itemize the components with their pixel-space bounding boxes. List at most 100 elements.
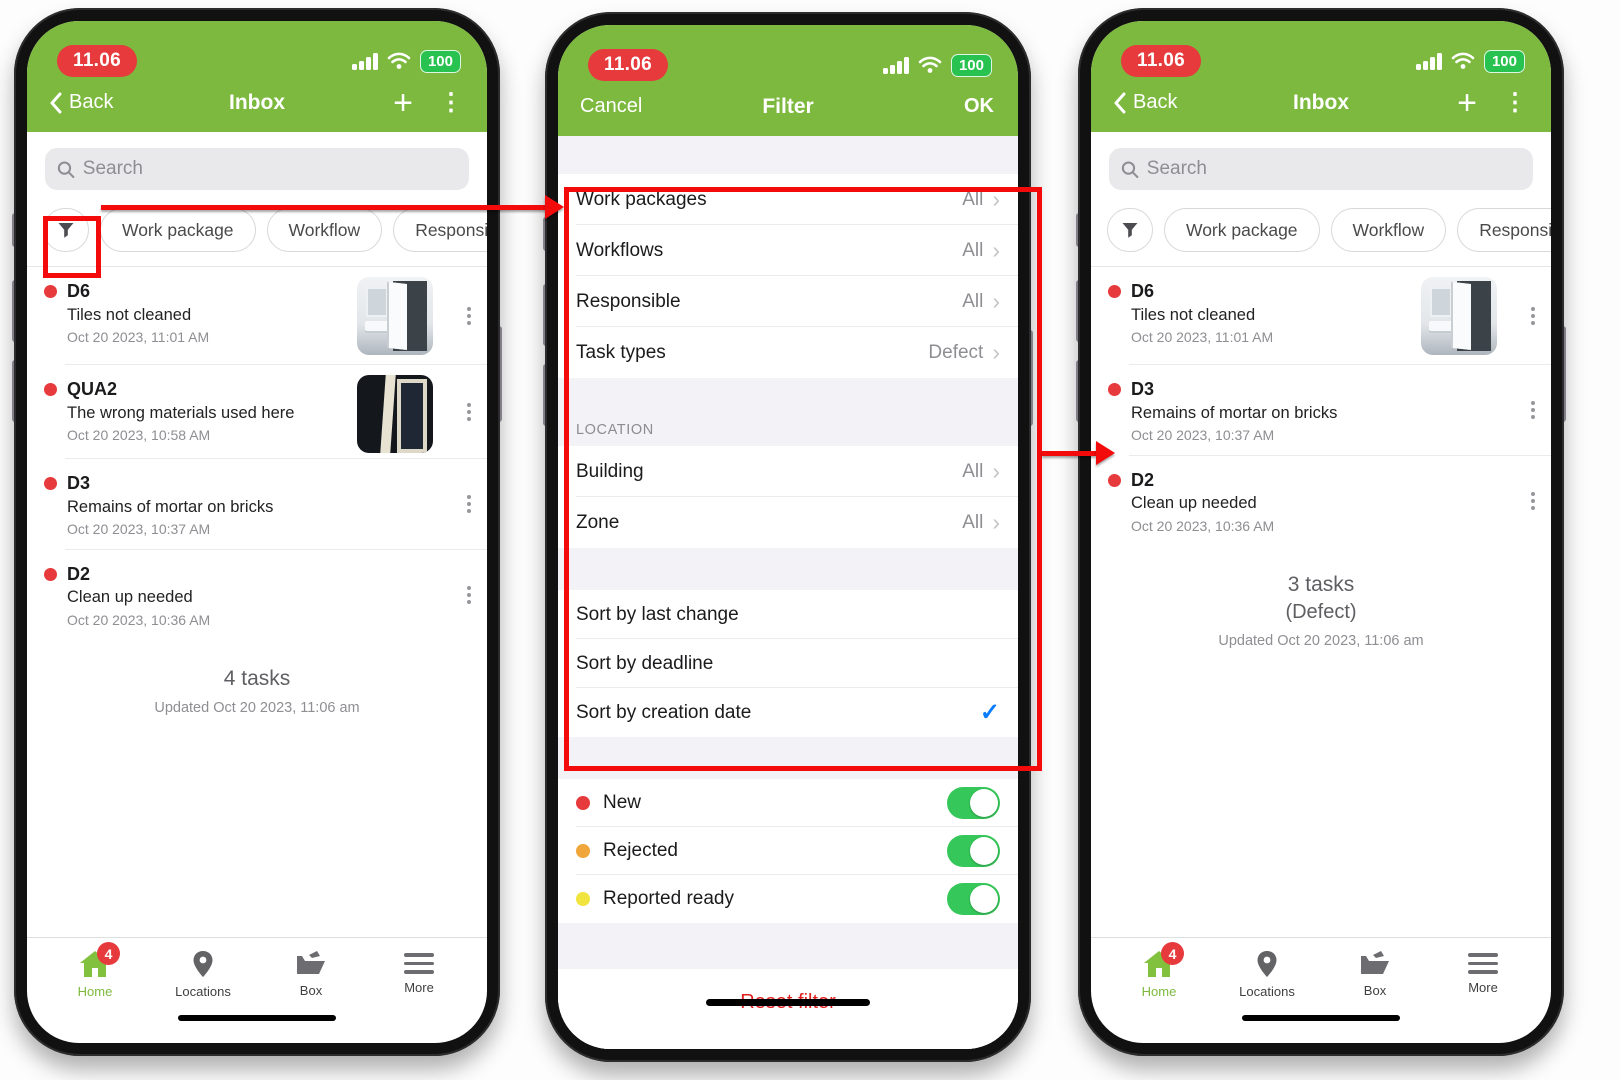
tab-label: Box [299, 983, 323, 998]
annotation-arrow-1-head [545, 195, 564, 219]
tab-more[interactable]: More [377, 950, 461, 999]
tab-label: More [1468, 979, 1498, 995]
status-dot-new [44, 285, 57, 298]
toggle-row-rejected: Rejected [558, 827, 1018, 875]
search-field[interactable] [1146, 158, 1521, 180]
map-pin-icon [1257, 951, 1277, 977]
filter-row-task-types[interactable]: Task types Defect › [558, 327, 1018, 378]
task-row-d6[interactable]: D6 Tiles not cleaned Oct 20 2023, 11:01 … [1091, 267, 1551, 365]
tab-home[interactable]: 4 Home [1117, 942, 1201, 999]
task-menu-button[interactable] [467, 586, 471, 605]
toggle-new[interactable] [947, 787, 1000, 819]
chip-responsible[interactable]: Responsible [1457, 208, 1551, 252]
toggle-row-new: New [558, 779, 1018, 827]
task-title: Clean up needed [1131, 494, 1257, 513]
tab-locations[interactable]: Locations [161, 950, 245, 999]
status-time: 11.06 [57, 45, 137, 77]
search-field[interactable] [82, 158, 457, 180]
filter-row-work-packages[interactable]: Work packages All › [558, 174, 1018, 225]
filter-form: Work packages All › Workflows All › [558, 136, 1018, 1049]
task-date: Oct 20 2023, 11:01 AM [67, 328, 210, 345]
filter-chips-row: Work package Workflow Responsible [27, 200, 487, 267]
ok-button[interactable]: OK [964, 95, 994, 117]
add-task-button[interactable]: + [393, 83, 413, 122]
task-date: Oct 20 2023, 10:36 AM [67, 611, 211, 628]
row-label: Workflows [576, 239, 664, 261]
cancel-button[interactable]: Cancel [580, 95, 643, 117]
task-code: QUA2 [67, 379, 118, 399]
filter-button[interactable] [43, 208, 89, 252]
task-photo-thumbnail[interactable] [1421, 277, 1497, 355]
back-button[interactable]: Back [1113, 91, 1177, 114]
toggle-reported-ready[interactable] [947, 883, 1000, 915]
chip-work-package[interactable]: Work package [1164, 208, 1320, 252]
sort-row-deadline[interactable]: Sort by deadline [558, 639, 1018, 688]
status-bar: 11.06 100 [27, 21, 487, 85]
overflow-menu-button[interactable]: ⋮ [1503, 88, 1527, 116]
back-button[interactable]: Back [49, 91, 113, 114]
filter-row-zone[interactable]: Zone All › [558, 497, 1018, 548]
task-photo-thumbnail[interactable] [357, 375, 433, 453]
tab-box[interactable]: Box [1333, 950, 1417, 999]
row-label: Work packages [576, 188, 707, 210]
tab-more[interactable]: More [1441, 950, 1525, 999]
sort-row-creation-date[interactable]: Sort by creation date ✓ [558, 688, 1018, 737]
task-menu-button[interactable] [467, 307, 471, 325]
home-indicator [706, 999, 870, 1006]
sort-group: Sort by last change Sort by deadline Sor… [558, 590, 1018, 737]
task-menu-button[interactable] [1531, 307, 1535, 325]
tab-label: Home [77, 984, 113, 999]
nav-bar: Back Inbox + ⋮ [1091, 85, 1551, 132]
task-row-d2[interactable]: D2 Clean up needed Oct 20 2023, 10:36 AM [27, 550, 487, 641]
task-menu-button[interactable] [1531, 401, 1535, 420]
chevron-right-icon: › [992, 458, 1000, 484]
nav-bar: Cancel Filter OK [558, 89, 1018, 136]
task-menu-button[interactable] [467, 403, 471, 421]
row-value: All [962, 511, 984, 533]
tab-locations[interactable]: Locations [1225, 950, 1309, 999]
bottom-tab-bar: 4 Home Locations [27, 937, 487, 999]
chevron-right-icon: › [992, 509, 1000, 535]
add-task-button[interactable]: + [1457, 83, 1477, 122]
search-input[interactable] [1109, 148, 1533, 190]
task-title: Tiles not cleaned [67, 305, 192, 324]
tab-box[interactable]: Box [269, 950, 353, 999]
phone-right-inbox-filtered: 11.06 100 [1076, 8, 1566, 1056]
task-row-d2[interactable]: D2 Clean up needed Oct 20 2023, 10:36 AM [1091, 456, 1551, 547]
search-input[interactable] [45, 148, 469, 190]
row-label: Reported ready [603, 888, 734, 909]
status-dot-new [44, 567, 57, 581]
task-count: 3 tasks [1287, 572, 1355, 596]
search-icon [57, 160, 75, 178]
sort-row-last-change[interactable]: Sort by last change [558, 590, 1018, 639]
chevron-left-icon [1114, 92, 1126, 113]
row-label: Sort by creation date [576, 701, 752, 723]
toggle-rejected[interactable] [947, 835, 1000, 867]
row-value: All [962, 290, 984, 312]
chip-workflow[interactable]: Workflow [266, 208, 383, 252]
task-row-d3[interactable]: D3 Remains of mortar on bricks Oct 20 20… [1091, 365, 1551, 456]
row-label: Building [576, 460, 644, 482]
task-row-d3[interactable]: D3 Remains of mortar on bricks Oct 20 20… [27, 459, 487, 550]
task-code: D3 [1131, 379, 1155, 399]
last-updated: Updated Oct 20 2023, 11:06 am [154, 699, 360, 716]
filter-row-responsible[interactable]: Responsible All › [558, 276, 1018, 327]
task-row-d6[interactable]: D6 Tiles not cleaned Oct 20 2023, 11:01 … [27, 267, 487, 365]
task-code: D2 [67, 563, 91, 584]
chip-workflow[interactable]: Workflow [1330, 208, 1447, 252]
task-photo-thumbnail[interactable] [357, 277, 433, 355]
task-code: D2 [1131, 469, 1155, 490]
filter-row-workflows[interactable]: Workflows All › [558, 225, 1018, 276]
task-menu-button[interactable] [1531, 492, 1535, 511]
task-menu-button[interactable] [467, 495, 471, 514]
filter-button[interactable] [1107, 208, 1153, 252]
tab-home[interactable]: 4 Home [53, 942, 137, 999]
chip-work-package[interactable]: Work package [100, 208, 256, 252]
task-row-qua2[interactable]: QUA2 The wrong materials used here Oct 2… [27, 365, 487, 459]
overflow-menu-button[interactable]: ⋮ [439, 88, 463, 116]
funnel-icon [58, 223, 74, 238]
status-time: 11.06 [588, 49, 668, 81]
chip-responsible[interactable]: Responsible [393, 208, 487, 252]
filter-row-building[interactable]: Building All › [558, 446, 1018, 497]
